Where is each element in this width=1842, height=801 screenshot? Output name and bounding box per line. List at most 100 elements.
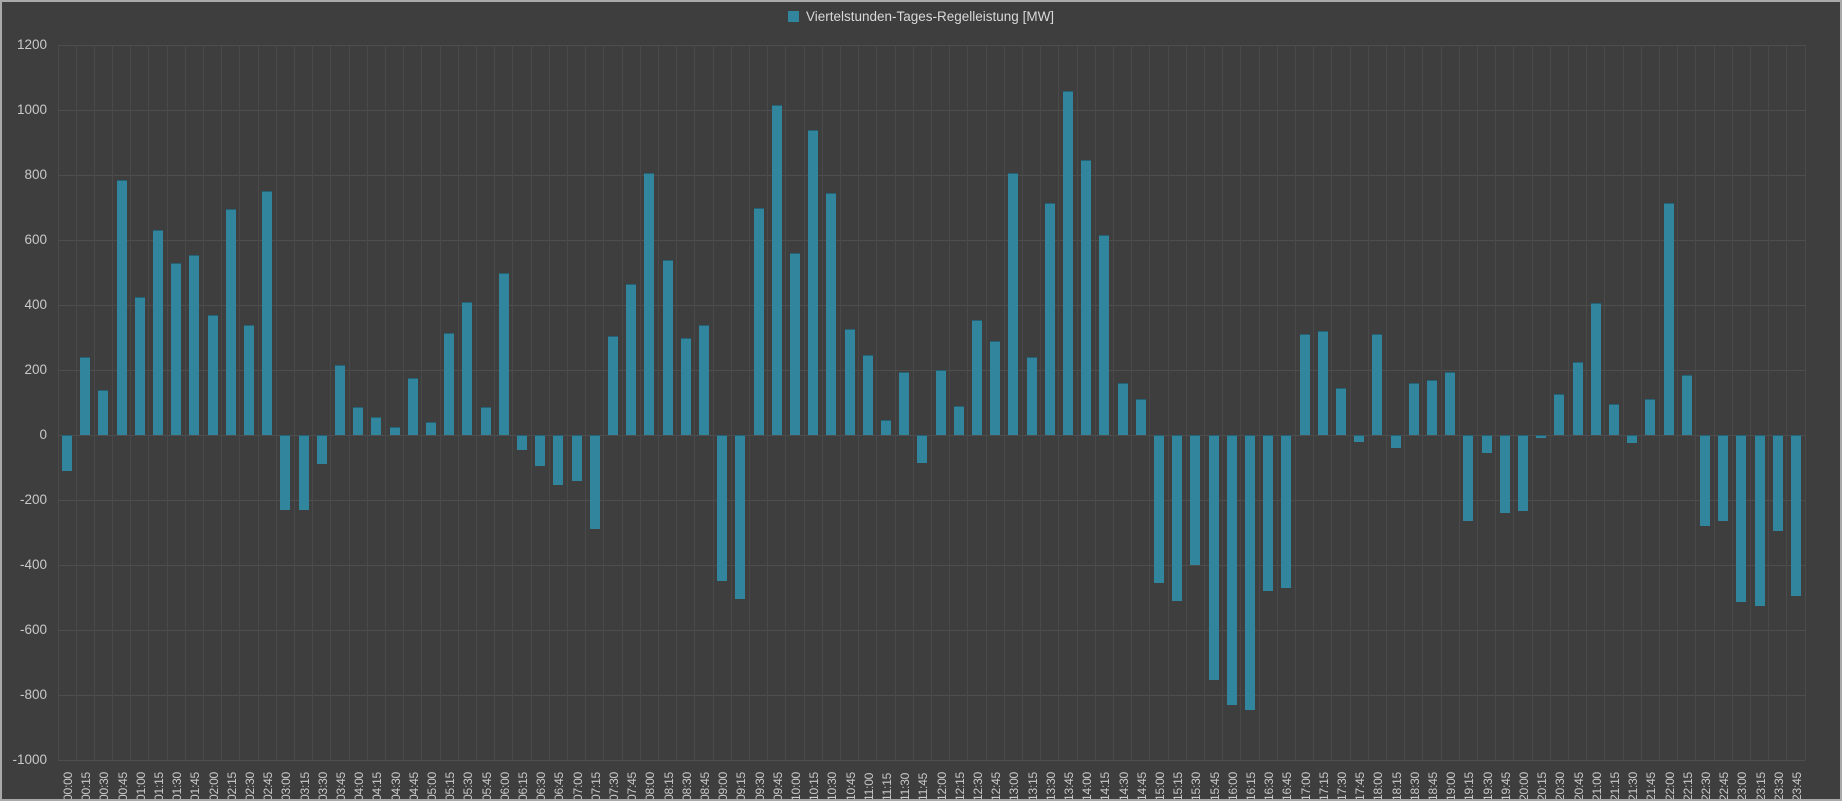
bar-14:15[interactable] xyxy=(1099,235,1110,435)
bar-21:45[interactable] xyxy=(1645,399,1656,435)
bar-14:45[interactable] xyxy=(1135,399,1146,435)
bar-12:15[interactable] xyxy=(953,405,964,435)
bar-23:45[interactable] xyxy=(1790,435,1801,596)
bar-00:30[interactable] xyxy=(98,389,109,435)
bar-01:15[interactable] xyxy=(153,230,164,435)
bar-06:30[interactable] xyxy=(535,435,546,466)
bar-22:45[interactable] xyxy=(1718,435,1729,522)
bar-18:30[interactable] xyxy=(1408,383,1419,435)
bar-17:30[interactable] xyxy=(1335,387,1346,435)
bar-04:15[interactable] xyxy=(371,417,382,435)
bar-07:15[interactable] xyxy=(589,435,600,530)
bar-05:15[interactable] xyxy=(444,332,455,435)
bar-22:00[interactable] xyxy=(1663,202,1674,435)
bar-08:30[interactable] xyxy=(680,337,691,435)
bar-18:15[interactable] xyxy=(1390,435,1401,448)
bar-06:00[interactable] xyxy=(498,272,509,435)
bar-02:30[interactable] xyxy=(244,324,255,435)
bar-08:15[interactable] xyxy=(662,259,673,435)
bar-04:45[interactable] xyxy=(407,378,418,435)
bar-12:30[interactable] xyxy=(971,319,982,435)
bar-17:15[interactable] xyxy=(1317,331,1328,435)
bar-02:15[interactable] xyxy=(225,209,236,435)
bar-20:30[interactable] xyxy=(1554,394,1565,435)
bar-11:45[interactable] xyxy=(917,435,928,463)
bar-09:30[interactable] xyxy=(753,207,764,435)
bar-10:00[interactable] xyxy=(790,253,801,435)
bar-15:15[interactable] xyxy=(1172,435,1183,601)
bar-05:00[interactable] xyxy=(426,422,437,435)
bar-02:00[interactable] xyxy=(207,314,218,435)
bar-02:45[interactable] xyxy=(262,191,273,435)
bar-20:15[interactable] xyxy=(1536,435,1547,439)
bar-09:15[interactable] xyxy=(735,435,746,600)
bar-16:45[interactable] xyxy=(1281,435,1292,588)
bar-10:45[interactable] xyxy=(844,329,855,435)
bar-17:00[interactable] xyxy=(1299,334,1310,435)
bar-11:30[interactable] xyxy=(899,371,910,435)
bar-11:15[interactable] xyxy=(881,420,891,435)
bar-03:15[interactable] xyxy=(298,435,309,510)
bar-13:00[interactable] xyxy=(1008,173,1019,435)
bar-17:45[interactable] xyxy=(1354,435,1365,442)
bar-14:30[interactable] xyxy=(1117,383,1128,435)
bar-21:00[interactable] xyxy=(1590,303,1601,435)
x-axis-tick-label: 00:00 xyxy=(61,771,76,801)
bar-11:00[interactable] xyxy=(862,355,873,435)
chart-legend[interactable]: Viertelstunden-Tages-Regelleistung [MW] xyxy=(2,9,1840,24)
bar-20:45[interactable] xyxy=(1572,361,1583,435)
bar-07:30[interactable] xyxy=(608,335,619,435)
bar-19:00[interactable] xyxy=(1445,371,1456,435)
bar-01:30[interactable] xyxy=(171,262,182,435)
bar-01:45[interactable] xyxy=(189,254,200,435)
bar-03:00[interactable] xyxy=(280,435,291,510)
gridline-v xyxy=(967,45,969,760)
bar-18:45[interactable] xyxy=(1426,379,1437,435)
bar-12:45[interactable] xyxy=(990,340,1001,435)
bar-18:00[interactable] xyxy=(1372,334,1383,435)
bar-10:15[interactable] xyxy=(808,129,819,435)
bar-13:15[interactable] xyxy=(1026,357,1037,435)
plot-area[interactable] xyxy=(57,44,1806,761)
bar-03:45[interactable] xyxy=(335,365,346,435)
bar-09:45[interactable] xyxy=(771,105,782,435)
bar-13:30[interactable] xyxy=(1044,202,1055,435)
bar-14:00[interactable] xyxy=(1081,160,1092,435)
bar-22:15[interactable] xyxy=(1681,374,1692,435)
bar-05:45[interactable] xyxy=(480,407,491,435)
bar-19:45[interactable] xyxy=(1499,435,1510,513)
bar-22:30[interactable] xyxy=(1699,435,1710,526)
bar-21:30[interactable] xyxy=(1627,435,1638,444)
bar-07:00[interactable] xyxy=(571,435,582,481)
bar-15:45[interactable] xyxy=(1208,435,1219,681)
bar-15:30[interactable] xyxy=(1190,435,1201,565)
bar-00:45[interactable] xyxy=(116,179,127,435)
bar-00:00[interactable] xyxy=(62,435,73,471)
bar-06:45[interactable] xyxy=(553,435,564,486)
bar-16:00[interactable] xyxy=(1226,435,1237,705)
bar-23:15[interactable] xyxy=(1754,435,1765,606)
bar-04:30[interactable] xyxy=(389,426,400,435)
bar-23:00[interactable] xyxy=(1736,435,1747,603)
bar-15:00[interactable] xyxy=(1153,435,1164,583)
bar-05:30[interactable] xyxy=(462,301,473,435)
bar-01:00[interactable] xyxy=(134,296,145,435)
bar-13:45[interactable] xyxy=(1062,90,1073,435)
bar-19:30[interactable] xyxy=(1481,435,1492,453)
bar-08:45[interactable] xyxy=(699,324,710,435)
bar-07:45[interactable] xyxy=(626,283,637,435)
bar-00:15[interactable] xyxy=(80,357,91,435)
bar-23:30[interactable] xyxy=(1772,435,1783,531)
bar-12:00[interactable] xyxy=(935,370,946,435)
bar-08:00[interactable] xyxy=(644,173,655,435)
bar-16:30[interactable] xyxy=(1263,435,1274,591)
bar-19:15[interactable] xyxy=(1463,435,1474,522)
bar-20:00[interactable] xyxy=(1517,435,1528,512)
bar-06:15[interactable] xyxy=(517,435,528,450)
bar-21:15[interactable] xyxy=(1608,404,1619,435)
bar-10:30[interactable] xyxy=(826,192,837,435)
bar-04:00[interactable] xyxy=(353,407,364,435)
bar-16:15[interactable] xyxy=(1244,435,1255,710)
bar-09:00[interactable] xyxy=(717,435,728,582)
bar-03:30[interactable] xyxy=(316,435,327,465)
